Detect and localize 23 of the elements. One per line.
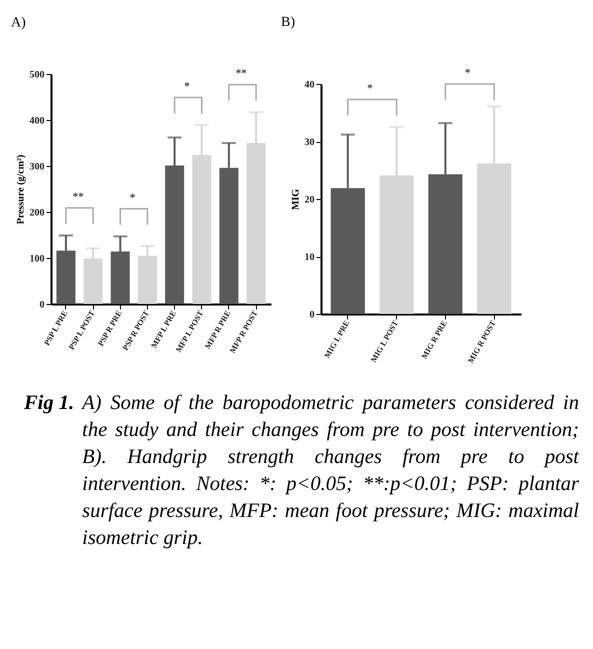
text: A) Some of the baropodometric parameters considered in the study and their changes from pre to post intervention; B). Handgrip strength changes from pre to post intervention. Notes: *: p<0.05; **:p<0.01; PSP: plantar surface pressure, MFP: mean foot pressure; MIG: maximal isometric grip. <box>82 391 579 551</box>
y-tick-label: 200 <box>30 208 44 218</box>
y-tick-label: 30 <box>304 137 314 148</box>
annotation: * <box>367 82 374 95</box>
annotation: ** <box>236 68 248 80</box>
y-axis-title: MIG <box>290 188 302 210</box>
y-tick-label: 400 <box>30 116 44 126</box>
annotation: ** <box>72 190 84 203</box>
y-tick-label: 20 <box>304 194 314 206</box>
chart-title: A) <box>11 16 26 31</box>
text: Fig 1. <box>24 391 74 416</box>
chart-title: B) <box>281 15 296 30</box>
y-tick-label: 0 <box>40 300 44 310</box>
annotation: * <box>130 192 136 204</box>
y-tick-label: 40 <box>304 80 314 90</box>
text: * <box>464 67 471 79</box>
y-tick-label: 100 <box>30 254 44 264</box>
y-tick-label: 10 <box>304 252 314 263</box>
y-axis-title: Pressure (g/cm²) <box>16 154 26 224</box>
y-tick-label: 500 <box>30 70 44 80</box>
annotation: * <box>184 80 190 92</box>
y-tick-label: 300 <box>30 162 44 172</box>
y-tick-label: 0 <box>310 310 314 320</box>
